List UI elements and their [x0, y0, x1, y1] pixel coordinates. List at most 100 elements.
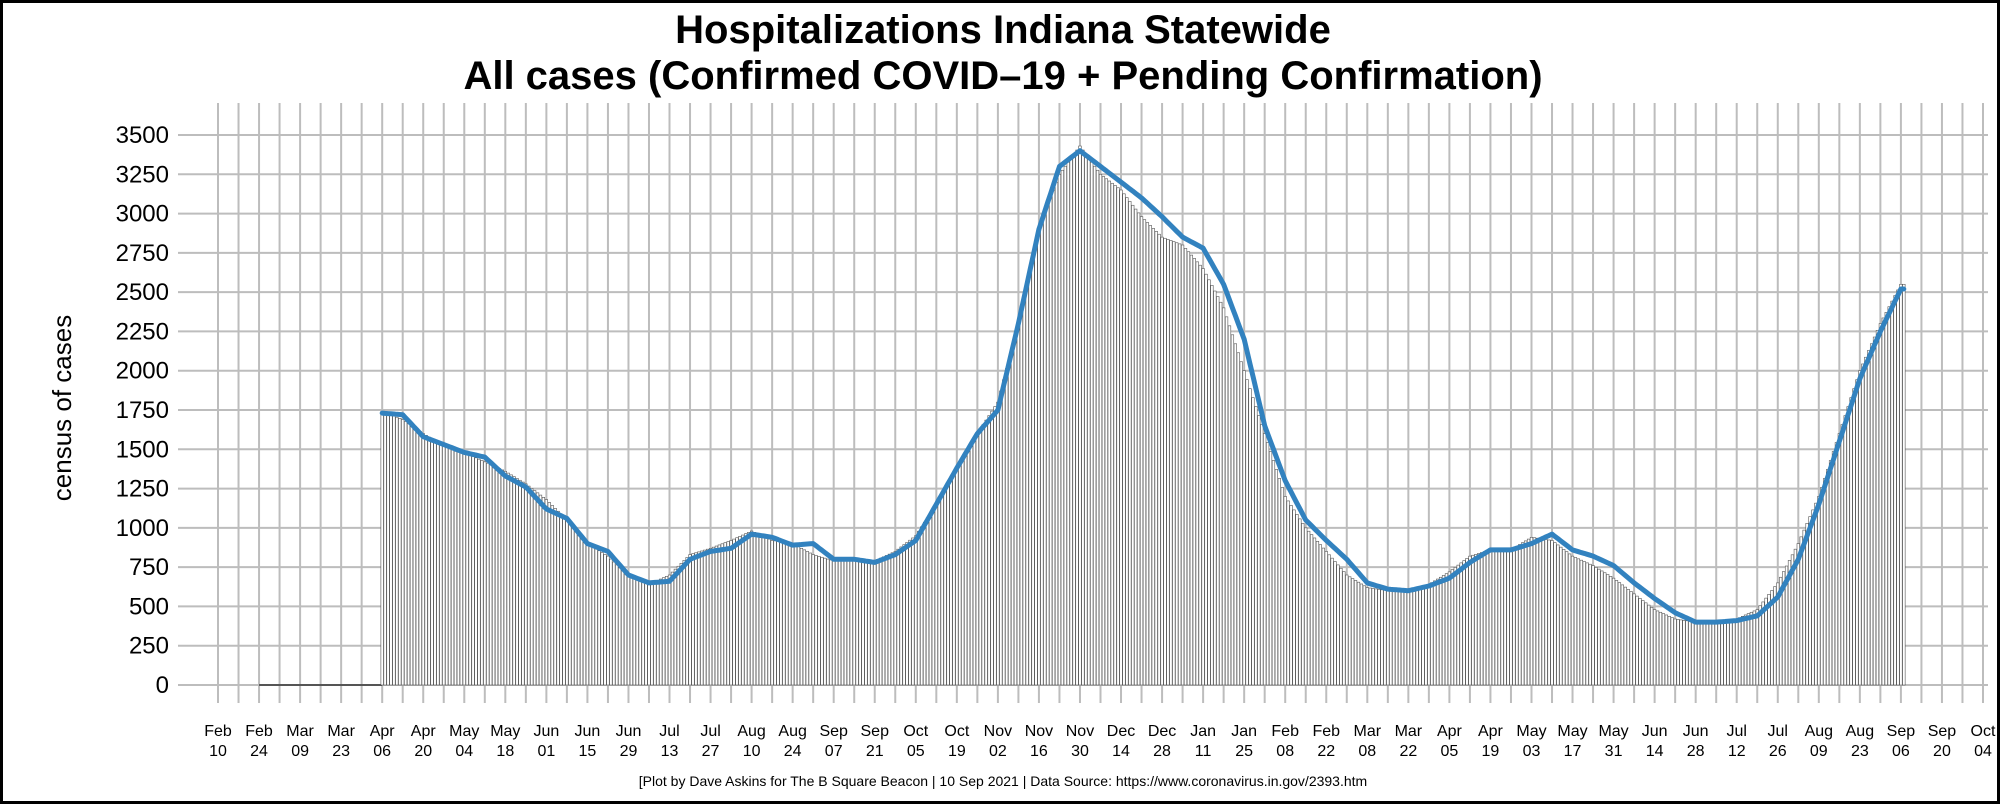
bar — [744, 533, 748, 686]
bar — [823, 557, 827, 686]
bar — [1840, 424, 1844, 686]
bar — [1887, 306, 1891, 686]
bar — [1397, 591, 1402, 686]
bar — [1867, 350, 1871, 686]
bar — [1896, 289, 1900, 686]
bar — [1254, 406, 1258, 686]
x-tick-label-month: Sep — [819, 723, 848, 740]
bar — [1019, 309, 1023, 686]
bar — [1535, 537, 1539, 686]
bar — [1441, 575, 1446, 686]
bar — [533, 490, 537, 686]
bar — [966, 448, 971, 686]
x-tick-label-day: 05 — [907, 743, 925, 760]
bar — [1474, 554, 1478, 686]
bar — [500, 469, 504, 686]
bar — [380, 411, 384, 686]
bar — [615, 564, 619, 686]
bar — [1579, 559, 1583, 686]
bar — [1823, 478, 1827, 686]
bar — [1550, 540, 1554, 686]
bar — [1453, 567, 1457, 686]
bar — [934, 503, 938, 686]
bar — [1324, 551, 1328, 686]
bar — [984, 419, 988, 686]
bar — [618, 567, 622, 686]
bar — [1081, 149, 1085, 686]
bar — [867, 560, 871, 686]
bar — [1046, 205, 1050, 686]
x-tick-label-day: 09 — [291, 743, 309, 760]
bar — [999, 390, 1003, 686]
bar — [1034, 242, 1038, 686]
bar — [1057, 173, 1062, 686]
bar — [990, 410, 994, 686]
bar — [1160, 236, 1164, 686]
x-tick-label-day: 13 — [661, 743, 679, 760]
bar — [386, 413, 390, 686]
bar — [1591, 565, 1595, 686]
bar — [1793, 548, 1797, 686]
bar — [1752, 610, 1756, 686]
x-tick-label-day: 10 — [209, 743, 227, 760]
bar — [1699, 621, 1704, 686]
x-tick-label-day: 31 — [1605, 743, 1623, 760]
bar — [1802, 529, 1806, 686]
bar — [489, 464, 493, 686]
bar — [1198, 264, 1202, 686]
bar — [647, 584, 651, 686]
bar — [1828, 460, 1833, 686]
bar — [1183, 248, 1188, 686]
bar — [1101, 176, 1106, 686]
bar — [1066, 161, 1070, 686]
bar — [1878, 323, 1882, 686]
x-tick-label-month: Apr — [370, 723, 396, 740]
x-tick-label-day: 08 — [1276, 743, 1294, 760]
y-tick-label: 3000 — [116, 201, 169, 228]
bar — [1820, 487, 1824, 686]
bar — [1248, 388, 1252, 686]
y-tick-label: 0 — [156, 672, 169, 699]
bar — [1043, 213, 1047, 686]
bar — [1817, 496, 1821, 686]
x-tick-label-day: 07 — [825, 743, 843, 760]
bar — [758, 534, 763, 686]
bar — [688, 554, 692, 686]
bar — [1107, 180, 1111, 686]
bar — [747, 532, 751, 686]
bar — [1872, 336, 1877, 686]
bar — [1826, 469, 1830, 686]
bar — [969, 443, 974, 686]
bar — [1609, 576, 1613, 686]
bar — [1594, 567, 1598, 686]
bar — [462, 452, 466, 686]
bar — [1274, 469, 1279, 686]
bar — [412, 427, 417, 686]
x-tick-label-day: 14 — [1112, 743, 1130, 760]
x-tick-label-day: 06 — [373, 743, 391, 760]
x-tick-label-day: 12 — [1728, 743, 1746, 760]
bar — [1444, 573, 1449, 686]
bar — [456, 450, 461, 686]
bar — [1582, 561, 1586, 686]
line-series — [379, 148, 1907, 625]
bar — [477, 458, 481, 686]
bar — [1603, 572, 1607, 686]
bar — [887, 553, 892, 686]
x-tick-label-day: 22 — [1399, 743, 1417, 760]
x-tick-label-day: 02 — [989, 743, 1007, 760]
bar — [1676, 619, 1680, 686]
bar — [418, 431, 422, 686]
bar — [1145, 222, 1150, 686]
x-tick-label-month: May — [449, 723, 479, 740]
bar — [811, 554, 815, 686]
bar — [1395, 591, 1399, 686]
bar — [577, 533, 581, 686]
bar — [395, 416, 399, 686]
bar — [1333, 561, 1337, 686]
bar — [700, 550, 704, 686]
bar — [676, 565, 680, 686]
bar — [1051, 189, 1056, 686]
bar — [1151, 228, 1155, 686]
bar — [1740, 616, 1745, 686]
